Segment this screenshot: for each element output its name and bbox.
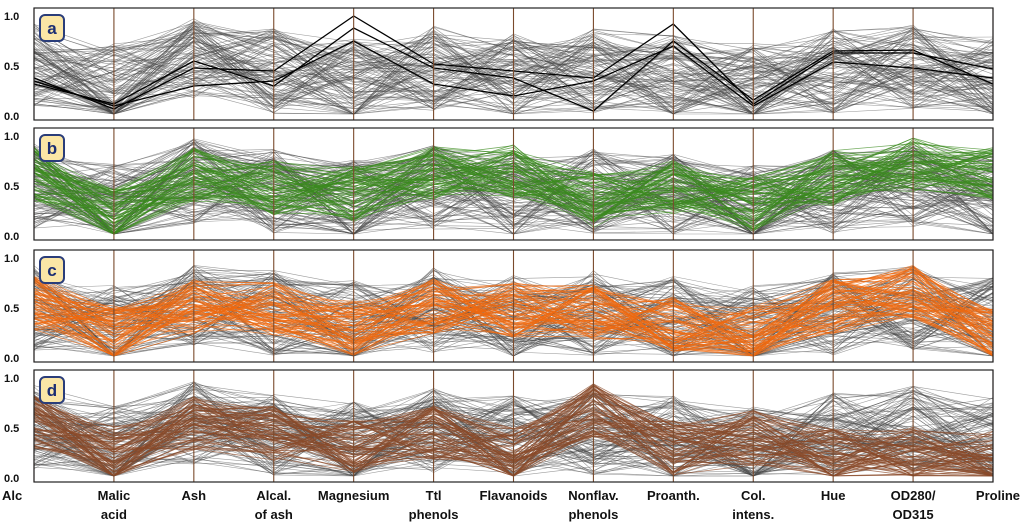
y-tick-label: 0.0 — [4, 473, 19, 485]
panel-badge-label: a — [47, 19, 57, 38]
panels-group: 0.0 0.5 1.0 a 0.0 0.5 1.0 b 0.0 0.5 1.0 c 0.0 0.5 1.0 d — [4, 7, 994, 485]
dimension-label: Ash — [182, 488, 207, 503]
y-tick-label: 1.0 — [4, 11, 19, 23]
dimension-label: intens. — [732, 507, 774, 522]
panel-badge-label: d — [47, 381, 57, 400]
y-tick-label: 0.0 — [4, 111, 19, 123]
y-tick-label: 0.5 — [4, 61, 19, 73]
y-tick-label: 0.0 — [4, 353, 19, 365]
panel-badge — [39, 256, 65, 284]
panel-frame — [33, 369, 994, 483]
dimension-label: Col. — [741, 488, 766, 503]
panel-badge — [39, 134, 65, 162]
dimension-label: OD280/ — [891, 488, 936, 503]
dimension-labels: Alc Malic acid Ash Alcal. of ash Magnesium Ttl p… — [2, 488, 1020, 522]
dimension-label: phenols — [409, 507, 459, 522]
y-tick-label: 1.0 — [4, 253, 19, 265]
y-tick-label: 0.5 — [4, 423, 19, 435]
panel-frame — [33, 7, 994, 121]
dimension-label: Alc — [2, 488, 22, 503]
panel-d: 0.0 0.5 1.0 d — [4, 369, 994, 485]
panel-badge-label: b — [47, 139, 57, 158]
dimension-label: of ash — [255, 507, 293, 522]
dimension-label: Proanth. — [647, 488, 700, 503]
dimension-label: Ttl — [426, 488, 442, 503]
y-tick-label: 0.5 — [4, 181, 19, 193]
dimension-label: Flavanoids — [480, 488, 548, 503]
dimension-label: Hue — [821, 488, 846, 503]
panel-frame — [33, 249, 994, 363]
dimension-label: Nonflav. — [568, 488, 618, 503]
dimension-label: Proline — [976, 488, 1020, 503]
y-tick-label: 1.0 — [4, 373, 19, 385]
panel-a: 0.0 0.5 1.0 a — [4, 7, 994, 123]
dimension-label: OD315 — [892, 507, 933, 522]
panel-b: 0.0 0.5 1.0 b — [4, 127, 994, 243]
dimension-label: phenols — [568, 507, 618, 522]
panel-frame — [33, 127, 994, 241]
dimension-label: Malic — [98, 488, 131, 503]
panel-badge-label: c — [47, 261, 56, 280]
dimension-label: Magnesium — [318, 488, 390, 503]
panel-badge — [39, 14, 65, 42]
panel-c: 0.0 0.5 1.0 c — [4, 249, 994, 365]
dimension-label: Alcal. — [256, 488, 291, 503]
y-tick-label: 1.0 — [4, 131, 19, 143]
dimension-label: acid — [101, 507, 127, 522]
y-tick-label: 0.0 — [4, 231, 19, 243]
panel-badge — [39, 376, 65, 404]
y-tick-label: 0.5 — [4, 303, 19, 315]
